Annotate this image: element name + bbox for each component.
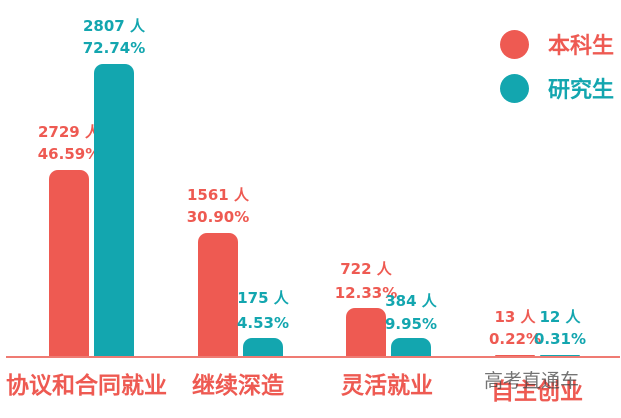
category-label-entrepreneurship: 自主创业 xyxy=(491,379,583,405)
legend-swatch-red xyxy=(500,29,529,59)
data-label-grad-count: 2807 人 xyxy=(83,17,145,35)
legend-item-undergraduate: 本科生 xyxy=(500,28,614,60)
data-label-undergrad-pct: 30.90% xyxy=(186,208,250,226)
watermark-text: 高考直通车 xyxy=(484,370,580,392)
bar-undergrad-further-study xyxy=(198,233,238,357)
legend-swatch-teal xyxy=(500,73,529,103)
data-label-grad-pct: 72.74% xyxy=(82,39,146,57)
data-label-grad-pct: 4.53% xyxy=(236,314,290,332)
legend-label: 本科生 xyxy=(548,34,615,59)
data-label-undergrad-count: 722 人 xyxy=(340,260,392,278)
legend-item-graduate: 研究生 xyxy=(500,72,614,104)
data-label-grad-count: 175 人 xyxy=(237,289,289,307)
data-label-grad-count: 384 人 xyxy=(385,292,437,310)
data-label-undergrad-pct: 46.59% xyxy=(37,145,101,163)
data-label-undergrad-count: 2729 人 xyxy=(38,123,100,141)
data-label-undergrad-count: 13 人 xyxy=(494,308,536,326)
bar-grad-further-study xyxy=(243,338,283,357)
category-label-further-study: 继续深造 xyxy=(192,373,284,399)
x-axis-line xyxy=(6,356,620,358)
bar-grad-agreement xyxy=(94,64,134,357)
data-label-grad-pct: 9.95% xyxy=(384,315,438,333)
bar-undergrad-agreement xyxy=(49,170,89,357)
data-label-undergrad-count: 1561 人 xyxy=(187,186,249,204)
data-label-grad-count: 12 人 xyxy=(539,308,581,326)
data-label-undergrad-pct: 12.33% xyxy=(334,284,398,302)
data-label-undergrad-pct: 0.22% xyxy=(488,330,542,348)
bar-grad-flexible xyxy=(391,338,431,357)
category-label-agreement: 协议和合同就业 xyxy=(6,373,167,399)
bar-undergrad-flexible xyxy=(346,308,386,357)
legend-label: 研究生 xyxy=(548,78,615,103)
data-label-grad-pct: 0.31% xyxy=(533,330,587,348)
category-label-flexible: 灵活就业 xyxy=(341,373,433,399)
